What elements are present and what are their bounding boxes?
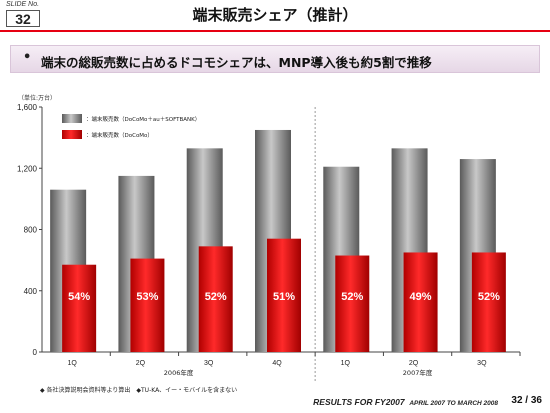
legend-swatch-total (62, 114, 82, 123)
bullet-marker: • (23, 50, 32, 65)
share-label: 54% (68, 291, 90, 303)
x-tick-label: 2Q (136, 360, 146, 367)
footnote: ◆ 各社決算説明会資料等より算出 ◆TU-KA、イー・モバイルを含まない (40, 387, 238, 394)
x-tick-label: 1Q (341, 360, 351, 367)
x-tick-label: 3Q (204, 360, 214, 367)
footer-period: APRIL 2007 TO MARCH 2008 (409, 400, 498, 407)
y-tick-label: 1,600 (17, 103, 38, 112)
y-tick-label: 1,200 (17, 164, 38, 173)
share-label: 52% (478, 291, 500, 303)
bar-docomo-sales (130, 258, 165, 352)
title-underline (0, 30, 550, 32)
slide-number-label: SLIDE No. (6, 1, 40, 8)
x-tick-label: 4Q (272, 360, 282, 367)
bullet-text: 端末の総販売数に占めるドコモシェアは、MNP導入後も約5割で推移 (41, 55, 432, 70)
share-label: 53% (136, 291, 158, 303)
bar-docomo-sales (471, 252, 506, 352)
x-tick-label: 2Q (409, 360, 419, 367)
share-label: 52% (205, 291, 227, 303)
footer-title: RESULTS FOR FY2007 APRIL 2007 TO MARCH 2… (313, 397, 498, 407)
x-tick-label: 3Q (477, 360, 487, 367)
fiscal-year-label: 2007年度 (403, 368, 433, 377)
unit-label: （単位:万台） (18, 95, 57, 102)
footer-main: RESULTS FOR FY2007 (313, 397, 405, 407)
y-tick-label: 800 (24, 226, 38, 235)
share-label: 49% (410, 291, 432, 303)
bar-docomo-sales (62, 264, 97, 352)
bar-docomo-sales (335, 255, 370, 352)
share-label: 52% (341, 291, 363, 303)
page-number: 32 / 36 (511, 395, 542, 406)
fiscal-year-label: 2006年度 (164, 368, 194, 377)
bullet-banner: • 端末の総販売数に占めるドコモシェアは、MNP導入後も約5割で推移 (10, 45, 540, 73)
legend-label-docomo: ：端末販売数（DoCoMo） (86, 131, 153, 139)
bar-docomo-sales (198, 246, 233, 352)
x-tick-label: 1Q (67, 360, 77, 367)
y-tick-label: 400 (24, 287, 38, 296)
share-label: 51% (273, 291, 295, 303)
legend-swatch-docomo (62, 130, 82, 139)
y-tick-label: 0 (33, 348, 38, 357)
bar-docomo-sales (267, 238, 301, 352)
slide-number: 32 (6, 10, 40, 27)
slide-title: 端末販売シェア（推計） (192, 6, 358, 24)
legend-label-total: ：端末販売数（DoCoMo＋au＋SOFTBANK） (86, 115, 200, 123)
bar-docomo-sales (403, 252, 438, 352)
